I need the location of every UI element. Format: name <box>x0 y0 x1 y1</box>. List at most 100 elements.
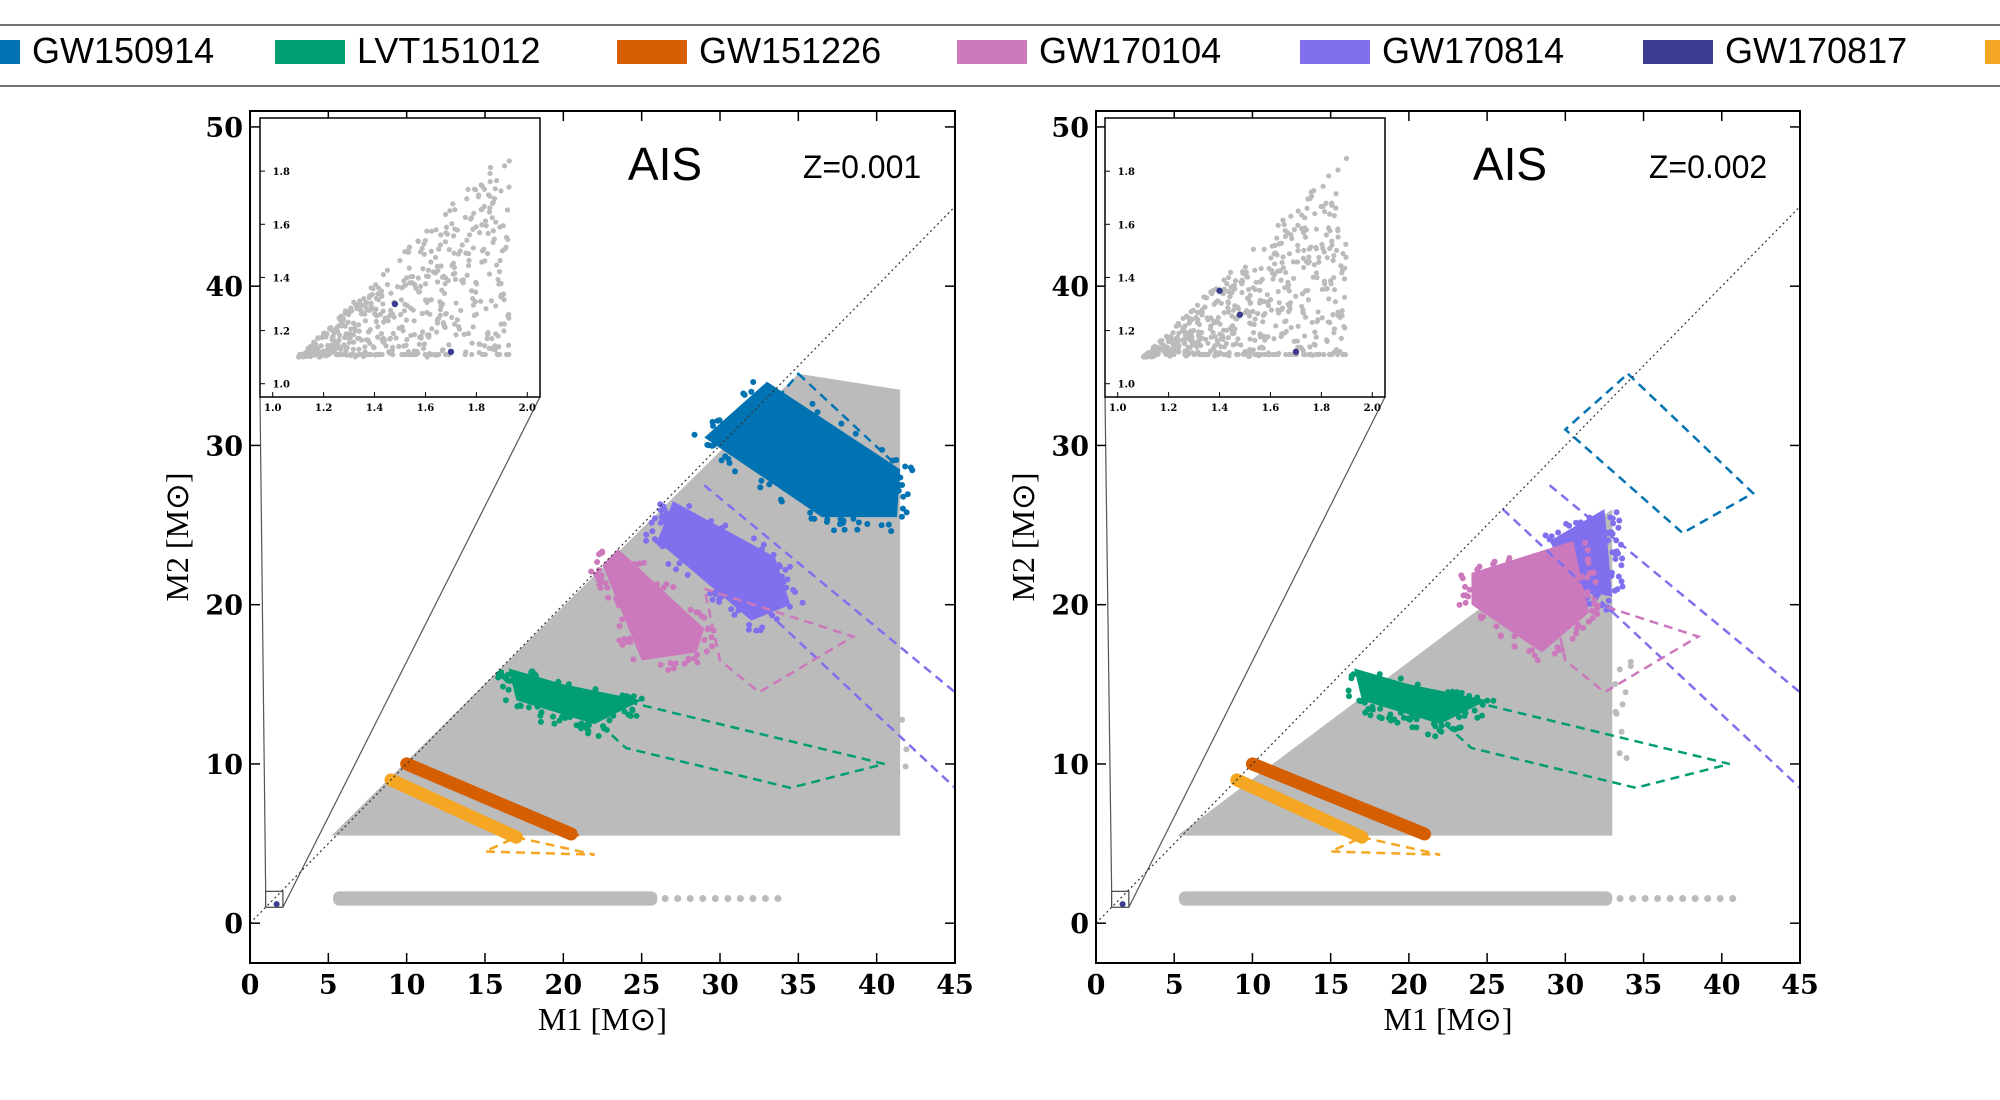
series-point <box>1577 519 1584 526</box>
series-point <box>567 714 574 721</box>
inset-point <box>401 278 407 284</box>
inset-point <box>1224 281 1230 287</box>
inset-point <box>1287 351 1293 358</box>
inset-point <box>1311 262 1317 268</box>
series-point <box>1466 586 1473 593</box>
grey-point <box>1691 895 1699 903</box>
inset-point <box>1343 155 1350 162</box>
series-point <box>770 551 777 558</box>
grey-strip <box>1178 891 1613 906</box>
inset-point <box>1203 336 1209 342</box>
inset-point <box>378 288 385 294</box>
inset-point <box>493 219 499 225</box>
inset-point <box>315 335 321 342</box>
inset-point <box>373 282 379 288</box>
inset-point <box>505 236 511 243</box>
series-point <box>606 717 613 724</box>
series-point <box>895 487 902 494</box>
series-gw170104 <box>588 548 717 673</box>
inset-point <box>493 303 499 309</box>
inset-point <box>495 333 501 339</box>
inset-point <box>357 351 363 358</box>
inset-point <box>452 207 458 213</box>
inset-point <box>441 290 448 296</box>
inset-point <box>1313 270 1320 276</box>
inset-point <box>468 288 475 294</box>
inset-point <box>343 334 350 340</box>
inset-point <box>473 224 479 230</box>
grey-point <box>711 895 719 903</box>
series-point <box>714 417 721 424</box>
inset-x-tick-label: 1.2 <box>1160 403 1177 414</box>
x-tick-label: 5 <box>319 970 338 1001</box>
inset-point <box>351 351 357 358</box>
inset-point <box>478 298 484 304</box>
series-point <box>745 626 752 633</box>
inset-point <box>501 328 507 334</box>
series-point <box>758 546 765 553</box>
inset-point <box>1330 312 1336 318</box>
series-point <box>708 517 715 524</box>
series-point <box>643 537 650 544</box>
inset-point <box>1295 222 1301 228</box>
series-point <box>903 509 910 516</box>
legend-swatch <box>957 40 1027 64</box>
series-point <box>900 493 907 500</box>
inset-point <box>325 351 332 358</box>
inset-point <box>1339 270 1345 276</box>
series-point <box>1569 635 1576 642</box>
series-region <box>704 381 901 518</box>
series-point <box>657 661 664 668</box>
series-point <box>664 510 671 517</box>
series-point <box>529 668 536 675</box>
inset-point <box>450 271 456 277</box>
series-point <box>709 643 716 650</box>
series-point <box>610 712 617 719</box>
series-point <box>648 519 655 526</box>
inset-point <box>454 317 461 323</box>
inset-point <box>1245 286 1252 293</box>
gw170817-point <box>273 901 280 908</box>
inset-point <box>1276 300 1282 306</box>
inset-point <box>384 282 391 288</box>
series-point <box>588 568 595 575</box>
series-point <box>1362 709 1369 716</box>
inset-point <box>1255 311 1261 317</box>
inset-point <box>337 317 344 323</box>
inset-point <box>1314 318 1320 325</box>
series-point <box>1605 537 1612 544</box>
inset-point <box>1295 248 1301 254</box>
grey-point <box>686 895 694 903</box>
inset-point <box>1215 314 1221 321</box>
grey-point <box>1618 728 1625 735</box>
inset-point <box>1282 228 1288 234</box>
inset-point <box>1288 324 1294 331</box>
series-point <box>638 695 645 702</box>
inset-point <box>382 315 388 321</box>
inset-point <box>1261 246 1267 252</box>
inset-point <box>1302 215 1308 221</box>
inset-point <box>1152 351 1158 358</box>
series-point <box>899 481 906 488</box>
series-point <box>691 655 698 662</box>
inset-point <box>398 297 404 303</box>
series-point <box>1526 648 1533 655</box>
series-point <box>799 599 806 606</box>
series-point <box>1580 624 1587 631</box>
inset-point <box>1210 345 1217 351</box>
inset-point <box>352 327 358 333</box>
series-band <box>400 757 578 841</box>
inset-point <box>459 277 465 284</box>
inset-point <box>1182 332 1189 338</box>
series-point <box>595 576 602 583</box>
inset-point <box>1312 329 1318 335</box>
legend-swatch <box>275 40 345 64</box>
inset-point <box>506 184 512 190</box>
inset-point <box>503 244 509 250</box>
legend-swatch <box>617 40 687 64</box>
series-point <box>807 509 814 516</box>
inset-point <box>368 300 374 306</box>
series-point <box>830 527 837 534</box>
axes: 0 5 10 15 20 25 30 35 40 45 0 10 20 30 40 50 M1 [M⊙] M2 [… <box>159 111 974 1037</box>
inset-point <box>1232 278 1239 284</box>
